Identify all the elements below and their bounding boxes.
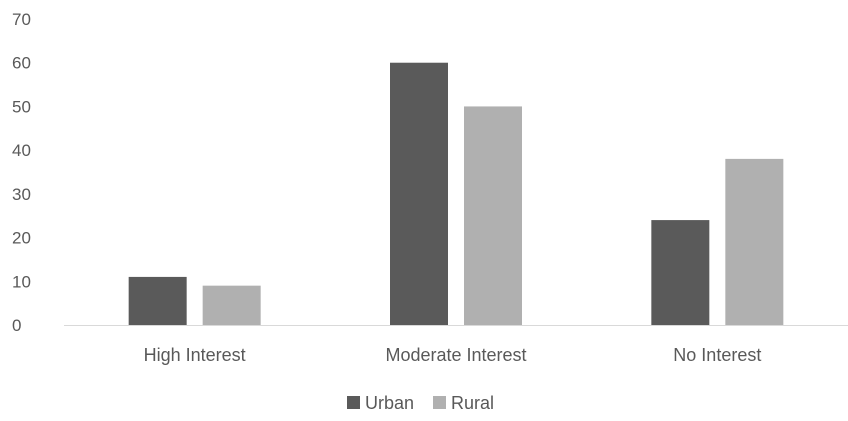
legend-label-urban: Urban: [365, 393, 414, 413]
y-tick-label: 70: [12, 10, 31, 29]
x-category-label: No Interest: [673, 345, 761, 365]
bar-urban-no-interest: [651, 220, 710, 325]
y-tick-label: 0: [12, 316, 21, 335]
y-tick-label: 50: [12, 97, 31, 116]
bar-urban-moderate-interest: [390, 62, 448, 325]
x-category-label: High Interest: [144, 345, 246, 365]
legend-swatch-urban: [347, 396, 360, 409]
x-category-label: Moderate Interest: [385, 345, 526, 365]
legend-swatch-rural: [433, 396, 446, 409]
y-tick-label: 30: [12, 185, 31, 204]
y-tick-label: 40: [12, 141, 31, 160]
bar-rural-no-interest: [725, 158, 784, 325]
bar-urban-high-interest: [128, 276, 187, 325]
bar-rural-moderate-interest: [464, 106, 522, 325]
y-tick-label: 10: [12, 272, 31, 291]
y-tick-label: 60: [12, 54, 31, 73]
y-tick-label: 20: [12, 229, 31, 248]
bar-rural-high-interest: [202, 285, 261, 325]
legend-label-rural: Rural: [451, 393, 494, 413]
